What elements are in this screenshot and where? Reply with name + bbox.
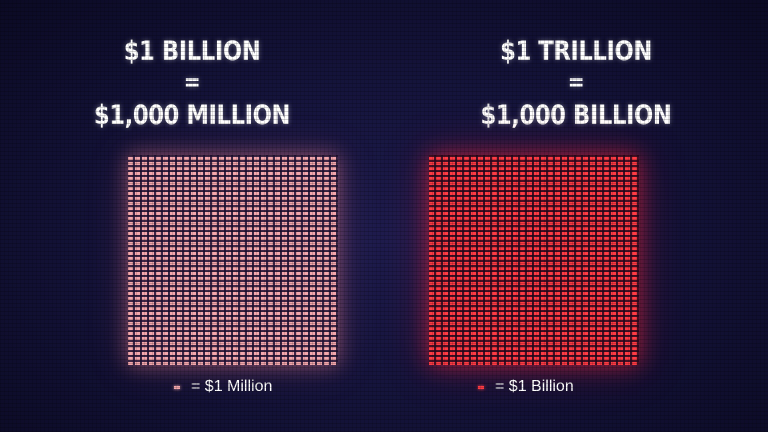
equals-sign: = <box>567 68 585 96</box>
thousand-million-heading: $1,000 MILLION <box>93 100 291 131</box>
billion-unit-grid <box>429 155 639 365</box>
million-legend: = $1 Million <box>174 377 272 397</box>
billion-heading: $1 BILLION <box>123 36 261 67</box>
million-unit-grid <box>128 155 338 365</box>
thousand-billion-heading: $1,000 BILLION <box>480 100 672 131</box>
billion-swatch-icon <box>478 385 484 389</box>
million-legend-label: = $1 Million <box>191 378 273 395</box>
trillion-heading: $1 TRILLION <box>500 36 652 67</box>
equals-sign: = <box>183 68 201 96</box>
right-panel: $1 TRILLION = $1,000 BILLION = $1 Billio… <box>384 0 768 432</box>
billion-legend-label: = $1 Billion <box>495 378 574 395</box>
billion-legend: = $1 Billion <box>478 377 574 397</box>
left-panel: $1 BILLION = $1,000 MILLION = $1 Million <box>93 36 338 397</box>
million-swatch-icon <box>174 385 180 389</box>
